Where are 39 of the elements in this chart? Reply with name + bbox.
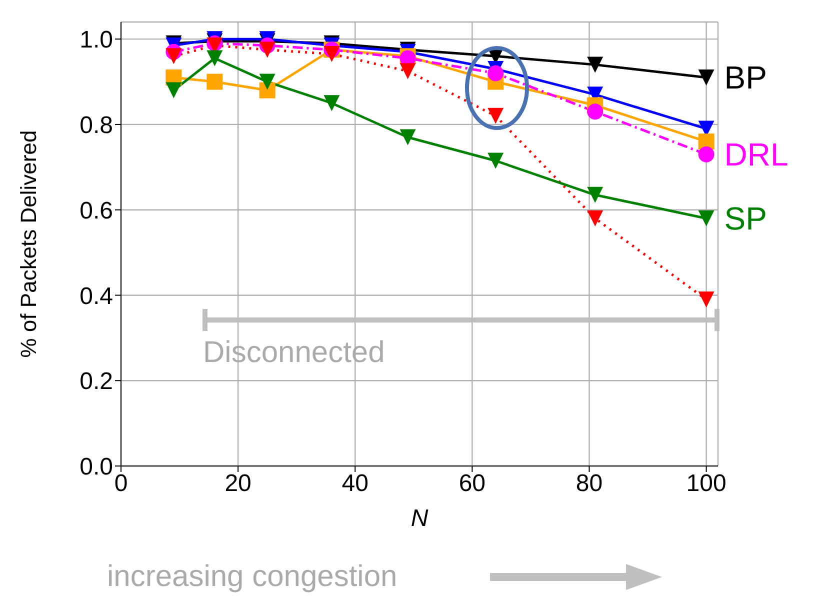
y-tick-label: 0.4 xyxy=(80,282,113,310)
point xyxy=(259,42,276,58)
x-tick-label: 100 xyxy=(686,470,726,498)
y-axis-title: % of Packets Delivered xyxy=(16,130,41,358)
series-label: BP xyxy=(724,60,767,96)
point xyxy=(166,48,182,64)
point xyxy=(324,95,340,112)
x-tick-label: 0 xyxy=(114,470,128,498)
series-label: DRL xyxy=(724,136,788,173)
point xyxy=(698,70,714,86)
x-tick-label: 80 xyxy=(576,470,603,498)
x-tick-label: 60 xyxy=(458,470,486,498)
point xyxy=(488,65,504,82)
y-tick-label: 1.0 xyxy=(80,26,113,54)
point xyxy=(400,129,416,146)
x-tick-label: 20 xyxy=(224,470,252,498)
point xyxy=(206,74,223,90)
point xyxy=(587,56,604,73)
x-tick-label: 40 xyxy=(342,470,368,498)
point xyxy=(324,46,340,62)
text: increasing congestion xyxy=(107,560,398,594)
y-tick-label: 0.8 xyxy=(80,112,113,139)
series-label: SP xyxy=(724,200,767,237)
y-tick-label: 0.2 xyxy=(80,368,113,396)
point xyxy=(488,108,504,124)
y-tick-label: 0.6 xyxy=(80,197,113,224)
point xyxy=(587,186,604,203)
point xyxy=(587,104,604,120)
point xyxy=(259,74,276,90)
point xyxy=(400,63,416,80)
point xyxy=(587,210,604,226)
point xyxy=(488,152,504,169)
point xyxy=(698,146,714,162)
y-tick-label: 0.0 xyxy=(80,454,113,481)
point xyxy=(698,292,714,308)
x-axis-title: N xyxy=(410,505,429,532)
point xyxy=(698,210,714,226)
point xyxy=(166,82,182,98)
point xyxy=(206,50,223,66)
